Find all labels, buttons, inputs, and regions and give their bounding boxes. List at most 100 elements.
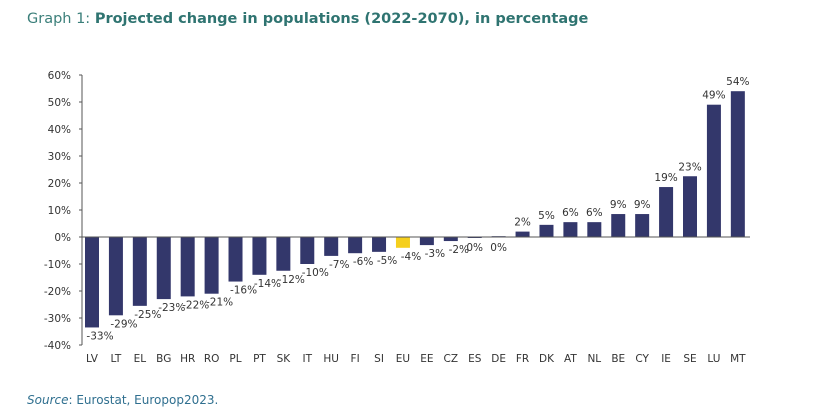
- x-tick-label: AT: [564, 353, 577, 365]
- y-tick-label: -30%: [44, 313, 71, 325]
- data-label: 6%: [586, 207, 603, 219]
- bar-at: [563, 222, 578, 237]
- data-label: -14%: [254, 278, 281, 290]
- source-note: Source: Eurostat, Europop2023.: [27, 393, 218, 407]
- bar-bg: [156, 237, 171, 300]
- x-tick-label: SK: [277, 353, 292, 365]
- data-label: -5%: [377, 255, 397, 267]
- bar-dk: [539, 224, 554, 237]
- bar-eu: [395, 237, 410, 248]
- x-tick-label: RO: [204, 353, 220, 365]
- y-tick-label: 50%: [48, 97, 71, 109]
- bar-pl: [228, 237, 243, 282]
- x-tick-label: LV: [86, 353, 99, 365]
- bar-nl: [587, 222, 602, 237]
- bar-cy: [635, 214, 650, 237]
- bar-lu: [706, 104, 721, 237]
- data-label: 2%: [514, 217, 531, 229]
- x-tick-label: FI: [351, 353, 360, 365]
- data-label: 9%: [610, 199, 627, 211]
- bar-fi: [348, 237, 363, 254]
- x-tick-label: PT: [253, 353, 266, 365]
- bar-pt: [252, 237, 267, 275]
- x-tick-label: ES: [468, 353, 482, 365]
- data-label: 6%: [562, 207, 579, 219]
- x-tick-label: EL: [134, 353, 147, 365]
- data-label: 23%: [678, 161, 701, 173]
- y-tick-label: -20%: [44, 286, 71, 298]
- x-tick-label: SE: [683, 353, 696, 365]
- bar-mt: [730, 91, 745, 237]
- bar-se: [683, 176, 697, 237]
- bar-fr: [515, 231, 530, 237]
- x-tick-label: DK: [539, 353, 555, 365]
- data-label: 0%: [490, 242, 507, 254]
- x-tick-label: FR: [516, 353, 529, 365]
- y-tick-label: 60%: [48, 70, 71, 82]
- x-tick-label: LT: [111, 353, 122, 365]
- x-tick-label: IE: [661, 353, 671, 365]
- x-tick-label: SI: [374, 353, 384, 365]
- data-label: -7%: [329, 259, 349, 271]
- bar-lv: [85, 237, 99, 328]
- chart-title: Graph 1: Projected change in populations…: [27, 11, 588, 27]
- x-tick-label: CZ: [444, 353, 459, 365]
- bar-ro: [204, 237, 219, 294]
- data-label: -29%: [110, 318, 137, 330]
- x-tick-label: HR: [180, 353, 195, 365]
- data-label: 19%: [654, 172, 677, 184]
- bar-hr: [180, 237, 195, 297]
- data-label: 49%: [702, 90, 725, 102]
- x-tick-label: EE: [420, 353, 433, 365]
- data-label: -12%: [278, 274, 305, 286]
- source-text: : Eurostat, Europop2023.: [68, 393, 219, 407]
- data-label: 54%: [726, 76, 749, 88]
- bar-ee: [419, 237, 434, 246]
- x-tick-label: DE: [491, 353, 506, 365]
- x-tick-label: MT: [730, 353, 746, 365]
- data-label: -2%: [449, 244, 469, 256]
- x-tick-label: BG: [156, 353, 171, 365]
- x-tick-label: PL: [229, 353, 241, 365]
- bar-si: [372, 237, 387, 252]
- data-label: -25%: [134, 309, 161, 321]
- bar-it: [300, 237, 315, 264]
- data-label: -33%: [86, 330, 113, 342]
- x-tick-label: LU: [707, 353, 720, 365]
- data-label: -4%: [401, 251, 421, 263]
- data-label: -21%: [206, 297, 233, 309]
- bar-sk: [276, 237, 291, 271]
- x-tick-label: HU: [323, 353, 339, 365]
- bar-ie: [659, 187, 674, 237]
- bar-be: [611, 214, 626, 237]
- x-tick-label: BE: [611, 353, 625, 365]
- y-tick-label: 20%: [48, 178, 71, 190]
- source-label: Source: [27, 393, 69, 407]
- bar-cz: [443, 237, 458, 242]
- y-tick-label: 0%: [54, 232, 71, 244]
- data-label: 0%: [466, 242, 483, 254]
- y-tick-label: -10%: [44, 259, 71, 271]
- data-label: -23%: [158, 302, 185, 314]
- data-label: -6%: [353, 256, 373, 268]
- data-label: 9%: [634, 199, 651, 211]
- bar-lt: [108, 237, 123, 316]
- bar-hu: [324, 237, 339, 256]
- data-label: -16%: [230, 285, 257, 297]
- x-tick-label: IT: [303, 353, 313, 365]
- y-tick-label: 40%: [48, 124, 71, 136]
- x-tick-label: NL: [587, 353, 601, 365]
- data-label: -22%: [182, 299, 209, 311]
- y-tick-label: 10%: [48, 205, 71, 217]
- x-tick-label: CY: [635, 353, 649, 365]
- title-prefix: Graph 1:: [27, 11, 91, 27]
- data-label: -3%: [425, 248, 445, 260]
- x-tick-label: EU: [396, 353, 410, 365]
- y-tick-label: -40%: [44, 340, 71, 352]
- bar-el: [132, 237, 147, 306]
- data-label: 5%: [538, 210, 555, 222]
- y-tick-label: 30%: [48, 151, 71, 163]
- data-label: -10%: [302, 267, 329, 279]
- title-text: Projected change in populations (2022-20…: [94, 11, 589, 27]
